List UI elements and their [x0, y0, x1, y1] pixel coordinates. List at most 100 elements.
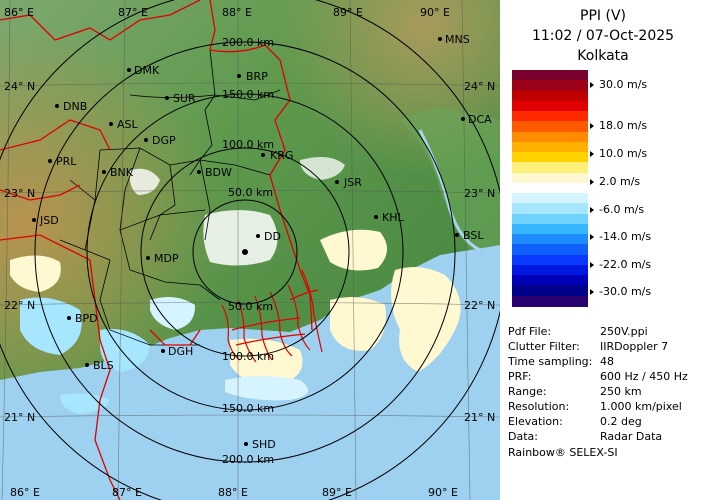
- legend-label: 30.0 m/s: [590, 78, 647, 91]
- datetime-label: 11:02 / 07-Oct-2025: [531, 28, 675, 44]
- lat-label: 22° N: [464, 299, 495, 312]
- legend-swatch: [512, 264, 588, 276]
- legend-swatch: [512, 203, 588, 215]
- station-label: DD: [264, 230, 281, 243]
- lat-label: 22° N: [4, 299, 35, 312]
- meta-pdf-file: Pdf File: 250V.ppi: [508, 325, 648, 338]
- legend-swatch: [512, 121, 588, 133]
- legend-swatch: [512, 90, 588, 102]
- station-label: BDW: [205, 166, 232, 179]
- radar-site-marker: [242, 249, 248, 255]
- legend-label: -14.0 m/s: [590, 230, 651, 243]
- lon-label: 87° E: [118, 6, 148, 19]
- legend-swatch: [512, 80, 588, 92]
- station-label: SHD: [252, 438, 276, 451]
- lon-label: 90° E: [428, 486, 458, 499]
- radar-echoes: [10, 156, 461, 414]
- range-ring-150: [86, 93, 404, 411]
- legend-swatch: [512, 234, 588, 246]
- station-label: KHL: [382, 211, 404, 224]
- range-labels: 200.0 km 150.0 km 100.0 km 50.0 km 50.0 …: [222, 36, 274, 466]
- lon-label: 86° E: [4, 6, 34, 19]
- legend-swatch: [512, 295, 588, 307]
- range-label: 50.0 km: [228, 300, 273, 313]
- range-label: 200.0 km: [222, 453, 274, 466]
- legend-swatch: [512, 223, 588, 235]
- range-label: 100.0 km: [222, 138, 274, 151]
- legend-label: -22.0 m/s: [590, 258, 651, 271]
- lat-label: 24° N: [464, 80, 495, 93]
- station-label: JSD: [39, 214, 59, 227]
- product-title: PPI (V): [580, 8, 626, 24]
- station-label: BPD: [75, 312, 98, 325]
- lon-label: 89° E: [333, 6, 363, 19]
- meta-range: Range: 250 km: [508, 385, 642, 398]
- lat-label: 21° N: [464, 411, 495, 424]
- station-label: DGH: [168, 345, 193, 358]
- station-label: KRG: [270, 149, 293, 162]
- lat-label: 21° N: [4, 411, 35, 424]
- station-label: PRL: [56, 155, 77, 168]
- range-label: 150.0 km: [222, 88, 274, 101]
- legend-swatch: [512, 70, 588, 81]
- meta-resolution: Resolution: 1.000 km/pixel: [508, 400, 682, 413]
- lat-label: 24° N: [4, 80, 35, 93]
- station-label: DMK: [134, 64, 160, 77]
- legend-swatch: [512, 141, 588, 153]
- lon-label: 89° E: [322, 486, 352, 499]
- sundarbans-delta: [221, 269, 323, 363]
- legend-swatch: [512, 275, 588, 287]
- meta-time-sampling: Time sampling: 48: [508, 355, 614, 368]
- state-boundaries: [0, 0, 313, 500]
- lon-label: 90° E: [420, 6, 450, 19]
- station-label: MNS: [445, 33, 470, 46]
- legend-swatch: [512, 244, 588, 256]
- legend-swatch: [512, 172, 588, 184]
- range-ring-200: [34, 41, 456, 463]
- range-label: 50.0 km: [228, 186, 273, 199]
- meta-elevation: Elevation: 0.2 deg: [508, 415, 642, 428]
- legend-swatch: [512, 213, 588, 225]
- range-label: 150.0 km: [222, 402, 274, 415]
- lat-lon-grid: [0, 0, 500, 500]
- range-label: 200.0 km: [222, 36, 274, 49]
- legend-swatch: [512, 111, 588, 123]
- legend-label: 2.0 m/s: [590, 175, 640, 188]
- lon-label: 87° E: [112, 486, 142, 499]
- station-label: MDP: [154, 252, 179, 265]
- station-label: BNK: [110, 166, 134, 179]
- velocity-color-scale: [512, 70, 588, 307]
- site-label: Kolkata: [577, 48, 629, 64]
- station-label: DGP: [152, 134, 176, 147]
- legend-swatch: [512, 182, 588, 194]
- legend-label: -30.0 m/s: [590, 285, 651, 298]
- meta-clutter-filter: Clutter Filter: IIRDoppler 7: [508, 340, 669, 353]
- longitude-labels: 86° E 87° E 88° E 89° E 90° E 86° E 87° …: [4, 6, 458, 499]
- stations: MNS DMK BRP DNB SUR ASL DGP DCA PRL KRG …: [32, 33, 492, 451]
- legend-label: -6.0 m/s: [590, 203, 644, 216]
- range-rings: [0, 0, 500, 500]
- station-label: BSL: [463, 229, 484, 242]
- lon-label: 86° E: [10, 486, 40, 499]
- meta-data: Data: Radar Data: [508, 430, 663, 443]
- meta-prf: PRF: 600 Hz / 450 Hz: [508, 370, 688, 383]
- radar-ppi-map: 86° E 87° E 88° E 89° E 90° E 86° E 87° …: [0, 0, 500, 500]
- legend-label: 10.0 m/s: [590, 147, 647, 160]
- lat-label: 23° N: [464, 187, 495, 200]
- legend-swatch: [512, 254, 588, 266]
- station-label: DCA: [468, 113, 492, 126]
- range-label: 100.0 km: [222, 350, 274, 363]
- lon-label: 88° E: [218, 486, 248, 499]
- station-label: JSR: [343, 176, 362, 189]
- credit-label: Rainbow® SELEX-SI: [508, 446, 618, 459]
- station-label: ASL: [117, 118, 139, 131]
- legend-swatch: [512, 131, 588, 143]
- district-boundaries: [59, 49, 281, 346]
- lat-label: 23° N: [4, 187, 35, 200]
- legend-swatch: [512, 100, 588, 112]
- lon-label: 88° E: [222, 6, 252, 19]
- range-ring-50: [192, 199, 298, 305]
- info-panel: PPI (V) 11:02 / 07-Oct-2025 Kolkata 30.0…: [500, 0, 706, 500]
- station-label: BRP: [246, 70, 268, 83]
- station-label: SUR: [173, 92, 196, 105]
